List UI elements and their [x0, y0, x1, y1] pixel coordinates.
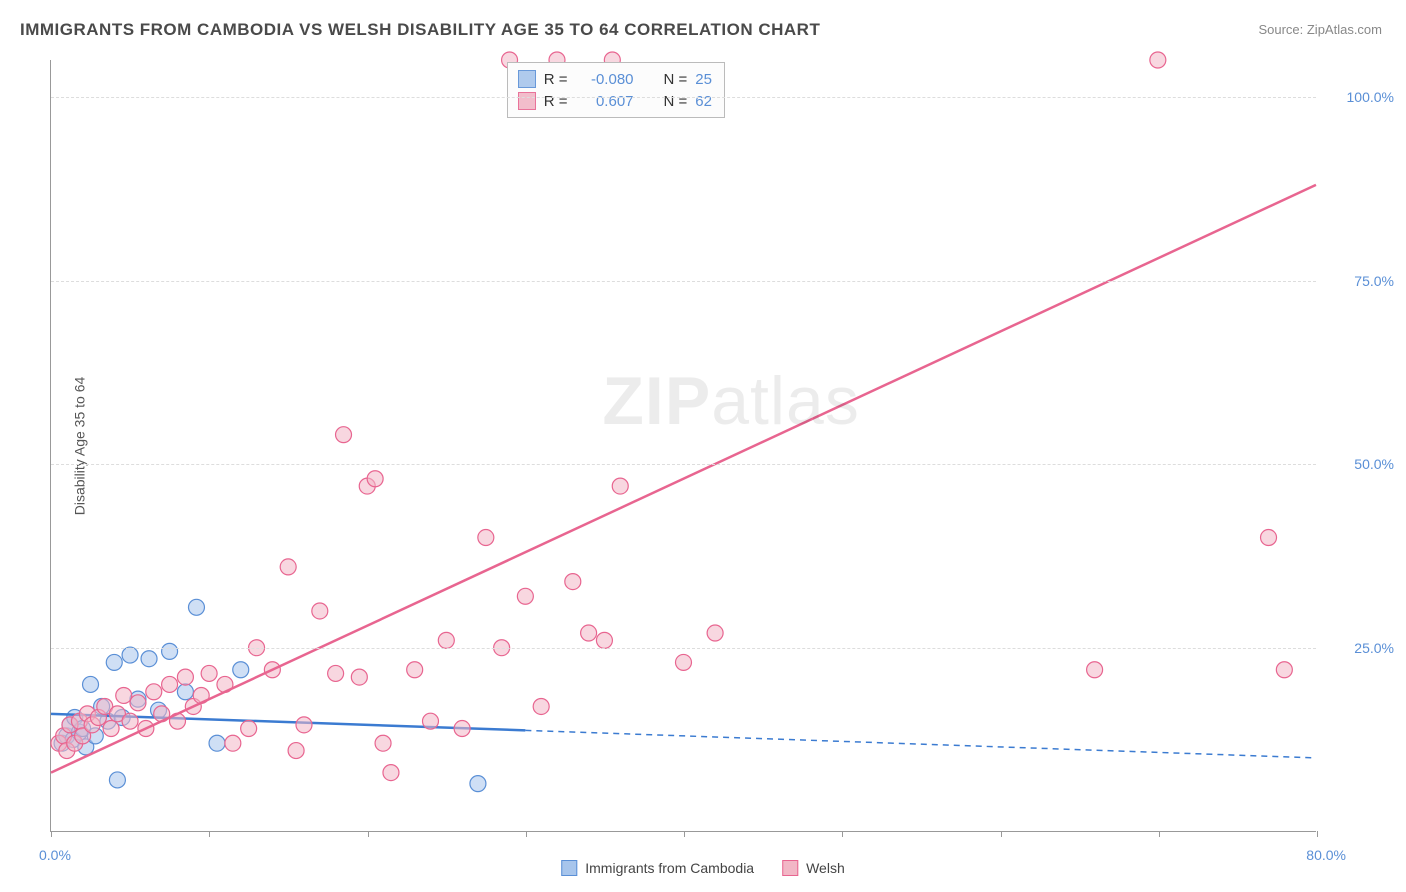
y-tick-label: 100.0% [1324, 89, 1394, 105]
cambodia-point [109, 772, 125, 788]
x-tick [684, 831, 685, 837]
welsh-point [1261, 530, 1277, 546]
welsh-point [422, 713, 438, 729]
welsh-point [407, 662, 423, 678]
welsh-point [375, 735, 391, 751]
welsh-point [581, 625, 597, 641]
cambodia-point [106, 654, 122, 670]
correlation-legend-row: R = -0.080 N = 25 [518, 68, 712, 90]
welsh-point [328, 665, 344, 681]
welsh-point [122, 713, 138, 729]
welsh-point [312, 603, 328, 619]
n-label: N = [664, 93, 688, 110]
welsh-point [1087, 662, 1103, 678]
cambodia-n-value: 25 [695, 71, 712, 88]
cambodia-legend-item: Immigrants from Cambodia [561, 860, 754, 876]
welsh-point [383, 765, 399, 781]
gridline [51, 281, 1316, 282]
x-tick [1159, 831, 1160, 837]
n-label: N = [664, 71, 688, 88]
cambodia-point [233, 662, 249, 678]
cambodia-point [122, 647, 138, 663]
chart-title: IMMIGRANTS FROM CAMBODIA VS WELSH DISABI… [20, 20, 820, 40]
cambodia-point [188, 599, 204, 615]
x-min-label: 0.0% [39, 847, 71, 863]
welsh-swatch [518, 92, 536, 110]
welsh-point [288, 743, 304, 759]
cambodia-swatch [518, 70, 536, 88]
welsh-point [103, 721, 119, 737]
welsh-point [707, 625, 723, 641]
welsh-point [596, 632, 612, 648]
correlation-chart: IMMIGRANTS FROM CAMBODIA VS WELSH DISABI… [0, 0, 1406, 892]
cambodia-point [470, 776, 486, 792]
x-tick [51, 831, 52, 837]
welsh-point [130, 695, 146, 711]
welsh-point [1276, 662, 1292, 678]
x-tick [526, 831, 527, 837]
r-label: R = [544, 71, 568, 88]
welsh-point [225, 735, 241, 751]
cambodia-point [141, 651, 157, 667]
gridline [51, 97, 1316, 98]
series-legend: Immigrants from Cambodia Welsh [561, 860, 844, 876]
welsh-point [280, 559, 296, 575]
y-tick-label: 50.0% [1324, 456, 1394, 472]
welsh-point [351, 669, 367, 685]
welsh-point [533, 698, 549, 714]
plot-area: R =-0.080N = 25R =0.607N = 62 25.0%50.0%… [50, 60, 1316, 832]
gridline [51, 464, 1316, 465]
gridline [51, 648, 1316, 649]
welsh-legend-item: Welsh [782, 860, 845, 876]
welsh-r-value: 0.607 [576, 93, 634, 110]
welsh-point [241, 721, 257, 737]
cambodia-point [177, 684, 193, 700]
welsh-point [201, 665, 217, 681]
welsh-point [438, 632, 454, 648]
cambodia-point [83, 676, 99, 692]
source-attribution: Source: ZipAtlas.com [1258, 22, 1382, 37]
r-label: R = [544, 93, 568, 110]
welsh-point [675, 654, 691, 670]
welsh-point [177, 669, 193, 685]
x-tick [842, 831, 843, 837]
welsh-point [478, 530, 494, 546]
welsh-n-value: 62 [695, 93, 712, 110]
welsh-point [336, 427, 352, 443]
welsh-point [296, 717, 312, 733]
y-tick-label: 75.0% [1324, 273, 1394, 289]
welsh-regression-line [51, 185, 1316, 773]
welsh-point [116, 687, 132, 703]
correlation-legend: R = -0.080 N = 25 R = 0.607 N = 62 [507, 62, 725, 118]
cambodia-point [162, 643, 178, 659]
x-tick [1001, 831, 1002, 837]
welsh-point [612, 478, 628, 494]
welsh-point [146, 684, 162, 700]
cambodia-r-value: -0.080 [576, 71, 634, 88]
welsh-legend-label: Welsh [806, 860, 845, 876]
welsh-point [454, 721, 470, 737]
x-tick [1317, 831, 1318, 837]
welsh-point [517, 588, 533, 604]
welsh-point [367, 471, 383, 487]
cambodia-point [209, 735, 225, 751]
cambodia-legend-label: Immigrants from Cambodia [585, 860, 754, 876]
correlation-legend-row: R = 0.607 N = 62 [518, 90, 712, 112]
x-max-label: 80.0% [1306, 847, 1346, 863]
welsh-point [565, 574, 581, 590]
cambodia-legend-swatch [561, 860, 577, 876]
x-tick [368, 831, 369, 837]
x-tick [209, 831, 210, 837]
welsh-point [162, 676, 178, 692]
welsh-legend-swatch [782, 860, 798, 876]
cambodia-regression-line-dashed [525, 730, 1316, 758]
scatter-svg [51, 60, 1316, 831]
welsh-point [1150, 52, 1166, 68]
y-tick-label: 25.0% [1324, 640, 1394, 656]
